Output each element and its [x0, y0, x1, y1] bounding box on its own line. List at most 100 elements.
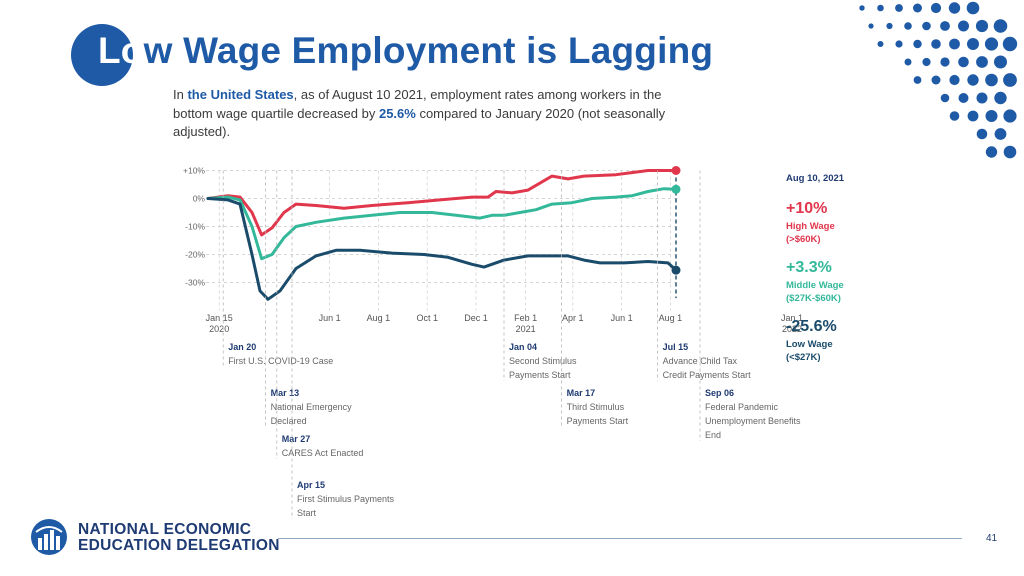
- decorative-dot: [967, 38, 979, 50]
- x-tick-label: Jan 15: [206, 313, 233, 323]
- decorative-dot-pattern: [859, 1, 1018, 159]
- decorative-dot: [931, 75, 941, 85]
- decorative-dot: [868, 23, 874, 29]
- decorative-dot: [904, 22, 912, 30]
- decorative-dot: [904, 58, 912, 66]
- decorative-dot: [1003, 145, 1017, 159]
- event-date: Sep 06: [705, 388, 734, 398]
- title-circle-decoration: [71, 24, 133, 86]
- x-tick-label: Jun 1: [611, 313, 633, 323]
- decorative-dot: [958, 20, 969, 32]
- x-tick-year-label: 2020: [209, 324, 229, 334]
- series-line-high: [206, 169, 678, 237]
- event-text: Federal Pandemic: [705, 402, 779, 412]
- decorative-dot: [913, 3, 922, 13]
- decorative-dot: [949, 111, 960, 121]
- event-text: National Emergency: [271, 402, 353, 412]
- event-text: Advance Child Tax: [663, 356, 738, 366]
- x-tick-label: Jan 1: [781, 313, 803, 323]
- decorative-dot: [877, 41, 884, 47]
- x-tick-year-label: 2022: [782, 324, 802, 334]
- decorative-dot: [922, 21, 931, 31]
- end-point-low: [671, 265, 681, 275]
- event-text: Start: [297, 508, 317, 518]
- decorative-dot: [967, 110, 979, 122]
- organization-name: NATIONAL ECONOMIC EDUCATION DELEGATION: [78, 521, 280, 554]
- x-tick-label: Jun 1: [319, 313, 341, 323]
- x-tick-year-label: 2021: [516, 324, 536, 334]
- legend-range-high: (>$60K): [786, 234, 821, 245]
- event-text: First Stimulus Payments: [297, 494, 395, 504]
- event-text: Payments Start: [567, 416, 629, 426]
- event-text: Declared: [271, 416, 307, 426]
- decorative-dot: [940, 57, 950, 67]
- x-tick-label: Aug 1: [659, 313, 683, 323]
- need-logo-icon: [31, 519, 67, 555]
- end-date-label: Aug 10, 2021: [786, 173, 845, 184]
- decorative-dot: [958, 56, 969, 68]
- legend-name-high: High Wage: [786, 221, 835, 232]
- decorative-dot: [976, 56, 988, 68]
- decorative-dot: [985, 110, 998, 122]
- decorative-dot: [895, 4, 903, 12]
- event-text: Second Stimulus: [509, 356, 577, 366]
- decorative-dot: [958, 93, 969, 103]
- decorative-dot: [913, 39, 922, 49]
- x-tick-label: Aug 1: [367, 313, 391, 323]
- event-date: Mar 13: [271, 388, 300, 398]
- decorative-dot: [993, 19, 1008, 33]
- decorative-dot: [994, 55, 1007, 69]
- y-tick-label: 0%: [193, 194, 206, 204]
- event-date: Jan 04: [509, 342, 537, 352]
- decorative-dot: [1003, 109, 1017, 123]
- event-text: End: [705, 430, 721, 440]
- event-date: Jan 20: [228, 342, 256, 352]
- y-tick-label: -30%: [185, 278, 205, 288]
- decorative-dot: [966, 1, 980, 15]
- event-text: Payments Start: [509, 370, 571, 380]
- y-tick-label: -20%: [185, 250, 205, 260]
- series-line-low: [206, 197, 678, 301]
- end-point-high: [671, 166, 681, 175]
- x-tick-label: Feb 1: [514, 313, 537, 323]
- legend-name-middle: Middle Wage: [786, 280, 844, 291]
- decorative-dot: [930, 2, 942, 14]
- decorative-dot: [985, 146, 998, 158]
- decorative-dot: [877, 4, 884, 12]
- decorative-dot: [967, 74, 979, 86]
- decorative-dot: [976, 92, 988, 104]
- page-number: 41: [986, 533, 998, 544]
- decorative-dot: [994, 128, 1007, 140]
- event-text: CARES Act Enacted: [282, 448, 364, 458]
- decorative-dot: [949, 74, 960, 86]
- x-tick-label: Apr 1: [562, 313, 584, 323]
- legend-value-middle: +3.3%: [786, 259, 832, 276]
- legend-value-low: -25.6%: [786, 318, 837, 335]
- decorative-dot: [913, 76, 922, 84]
- x-tick-label: Dec 1: [464, 313, 488, 323]
- decorative-dot: [931, 39, 941, 49]
- decorative-dot: [886, 22, 893, 30]
- event-date: Mar 17: [567, 388, 596, 398]
- end-point-middle: [671, 184, 681, 194]
- event-text: Unemployment Benefits: [705, 416, 801, 426]
- decorative-dot: [985, 73, 998, 87]
- event-date: Mar 27: [282, 434, 311, 444]
- event-date: Jul 15: [663, 342, 689, 352]
- decorative-dot: [984, 37, 999, 51]
- legend-range-middle: ($27K-$60K): [786, 293, 841, 304]
- decorative-dot: [948, 2, 961, 14]
- decorative-dot: [859, 5, 865, 11]
- legend-range-low: (<$27K): [786, 352, 821, 363]
- y-tick-label: -10%: [185, 222, 205, 232]
- decorative-dot: [975, 19, 989, 33]
- decorative-dot: [949, 38, 960, 50]
- decorative-dot: [922, 57, 931, 67]
- event-text: First U.S. COVID-19 Case: [228, 356, 333, 366]
- event-text: Credit Payments Start: [663, 370, 752, 380]
- decorative-dot: [1003, 73, 1017, 87]
- event-text: Third Stimulus: [567, 402, 625, 412]
- page-title: Low Wage Employment is Lagging: [98, 30, 714, 71]
- legend-value-high: +10%: [786, 200, 827, 217]
- decorative-dot: [940, 21, 950, 31]
